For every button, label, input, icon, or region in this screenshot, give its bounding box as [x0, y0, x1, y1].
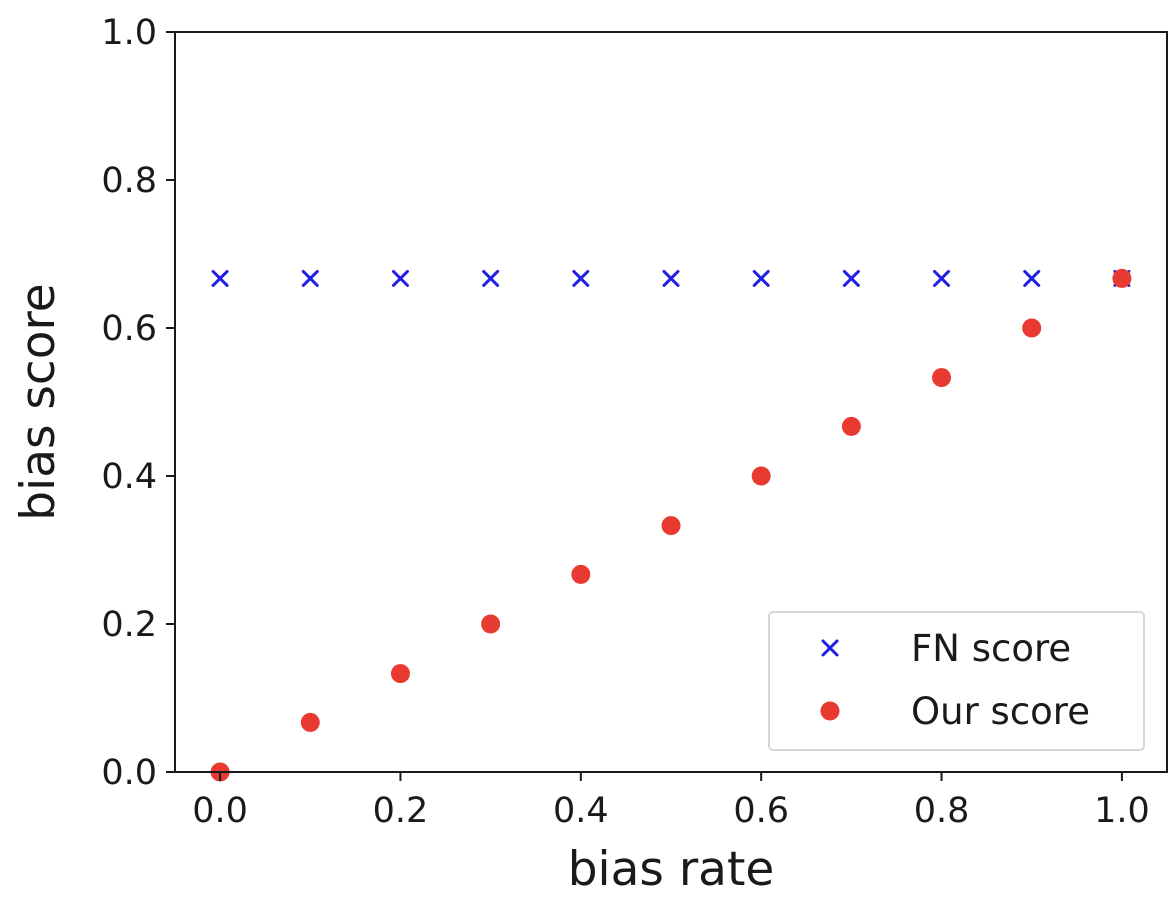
fn-score-point [301, 269, 319, 287]
x-tick-label: 1.0 [1094, 791, 1150, 831]
fn-score-point [842, 269, 860, 287]
legend-label-fn-score: FN score [911, 627, 1071, 670]
our-score-point [661, 516, 681, 536]
x-axis: 0.0 0.2 0.4 0.6 0.8 1.0 [192, 772, 1150, 831]
our-score-point [1022, 318, 1042, 338]
y-axis-title: bias score [11, 283, 66, 520]
fn-score-point [933, 269, 951, 287]
our-score-point [390, 664, 410, 684]
our-score-point [932, 368, 952, 388]
x-tick-label: 0.0 [192, 791, 248, 831]
y-tick-label: 0.0 [101, 753, 157, 793]
fn-score-point [662, 269, 680, 287]
fn-score-point [211, 269, 229, 287]
our-score-point [571, 564, 591, 584]
fn-score-point [391, 269, 409, 287]
legend-marker-fn-score [821, 639, 839, 657]
y-tick-label: 1.0 [101, 13, 157, 53]
our-score-point [1112, 268, 1132, 288]
legend-marker-our-score [820, 701, 840, 721]
our-score-point [481, 614, 501, 634]
x-axis-title: bias rate [568, 842, 775, 897]
y-tick-label: 0.2 [101, 605, 157, 645]
our-score-point [751, 466, 771, 486]
fn-score-point [572, 269, 590, 287]
fn-score-point [1023, 269, 1041, 287]
y-tick-label: 0.6 [101, 309, 157, 349]
legend-box [768, 611, 1145, 751]
plot-frame [174, 31, 1168, 773]
y-axis: 0.0 0.2 0.4 0.6 0.8 1.0 [101, 13, 175, 793]
legend-x-marker [821, 639, 839, 657]
legend-label-our-score: Our score [911, 690, 1090, 733]
our-score-point [841, 416, 861, 436]
fn-score-point [752, 269, 770, 287]
y-tick-label: 0.8 [101, 161, 157, 201]
legend-circle-marker [820, 701, 840, 721]
fn-score-point [482, 269, 500, 287]
x-tick-label: 0.4 [553, 791, 609, 831]
our-score-point [300, 712, 320, 732]
x-tick-label: 0.8 [914, 791, 970, 831]
x-tick-label: 0.2 [373, 791, 429, 831]
legend: FN score Our score [768, 611, 1145, 751]
y-tick-label: 0.4 [101, 457, 157, 497]
plot-area [210, 268, 1132, 782]
x-tick-label: 0.6 [733, 791, 789, 831]
